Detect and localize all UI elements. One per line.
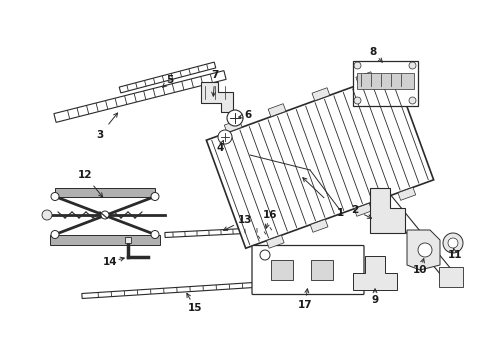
Polygon shape xyxy=(54,71,225,122)
Text: 1: 1 xyxy=(336,208,343,218)
Circle shape xyxy=(218,130,231,144)
Text: 6: 6 xyxy=(244,110,251,120)
Text: 15: 15 xyxy=(187,303,202,313)
Text: 7: 7 xyxy=(211,70,218,80)
Bar xyxy=(356,72,413,89)
Circle shape xyxy=(408,62,415,69)
Text: 9: 9 xyxy=(371,295,378,305)
Text: 16: 16 xyxy=(262,210,277,220)
Bar xyxy=(55,188,155,197)
Text: 17: 17 xyxy=(297,300,312,310)
Polygon shape xyxy=(206,72,433,248)
Polygon shape xyxy=(353,203,371,216)
Bar xyxy=(270,260,292,280)
Circle shape xyxy=(353,97,360,104)
Text: 10: 10 xyxy=(412,265,427,275)
Circle shape xyxy=(408,97,415,104)
Text: 4: 4 xyxy=(216,143,223,153)
Circle shape xyxy=(226,110,243,126)
Bar xyxy=(50,234,160,244)
Polygon shape xyxy=(266,235,284,248)
Polygon shape xyxy=(355,72,373,85)
Polygon shape xyxy=(119,62,215,93)
FancyBboxPatch shape xyxy=(251,246,363,294)
Circle shape xyxy=(101,211,109,219)
Polygon shape xyxy=(164,228,264,238)
Text: 14: 14 xyxy=(102,257,117,267)
Polygon shape xyxy=(406,230,439,270)
Circle shape xyxy=(417,243,431,257)
Text: 2: 2 xyxy=(351,205,358,215)
Polygon shape xyxy=(309,219,327,232)
Polygon shape xyxy=(369,188,404,233)
Bar xyxy=(310,260,332,280)
Polygon shape xyxy=(311,88,329,101)
Polygon shape xyxy=(369,188,459,280)
Polygon shape xyxy=(256,226,273,240)
Polygon shape xyxy=(224,120,242,132)
FancyBboxPatch shape xyxy=(438,267,462,287)
Circle shape xyxy=(42,210,52,220)
Circle shape xyxy=(353,62,360,69)
Text: 3: 3 xyxy=(96,130,103,140)
Circle shape xyxy=(260,250,269,260)
Polygon shape xyxy=(81,280,285,298)
Circle shape xyxy=(447,238,457,248)
Polygon shape xyxy=(201,82,232,112)
Bar xyxy=(125,237,131,243)
Polygon shape xyxy=(352,256,396,290)
Text: 11: 11 xyxy=(447,250,461,260)
Circle shape xyxy=(442,233,462,253)
Circle shape xyxy=(51,193,59,201)
Text: 13: 13 xyxy=(237,215,252,225)
Text: 12: 12 xyxy=(78,170,92,180)
Polygon shape xyxy=(397,187,415,201)
Text: 8: 8 xyxy=(368,47,376,57)
Bar xyxy=(352,60,417,105)
Circle shape xyxy=(51,230,59,239)
Polygon shape xyxy=(267,104,285,117)
Circle shape xyxy=(151,230,159,239)
Text: 5: 5 xyxy=(166,75,173,85)
Circle shape xyxy=(151,193,159,201)
